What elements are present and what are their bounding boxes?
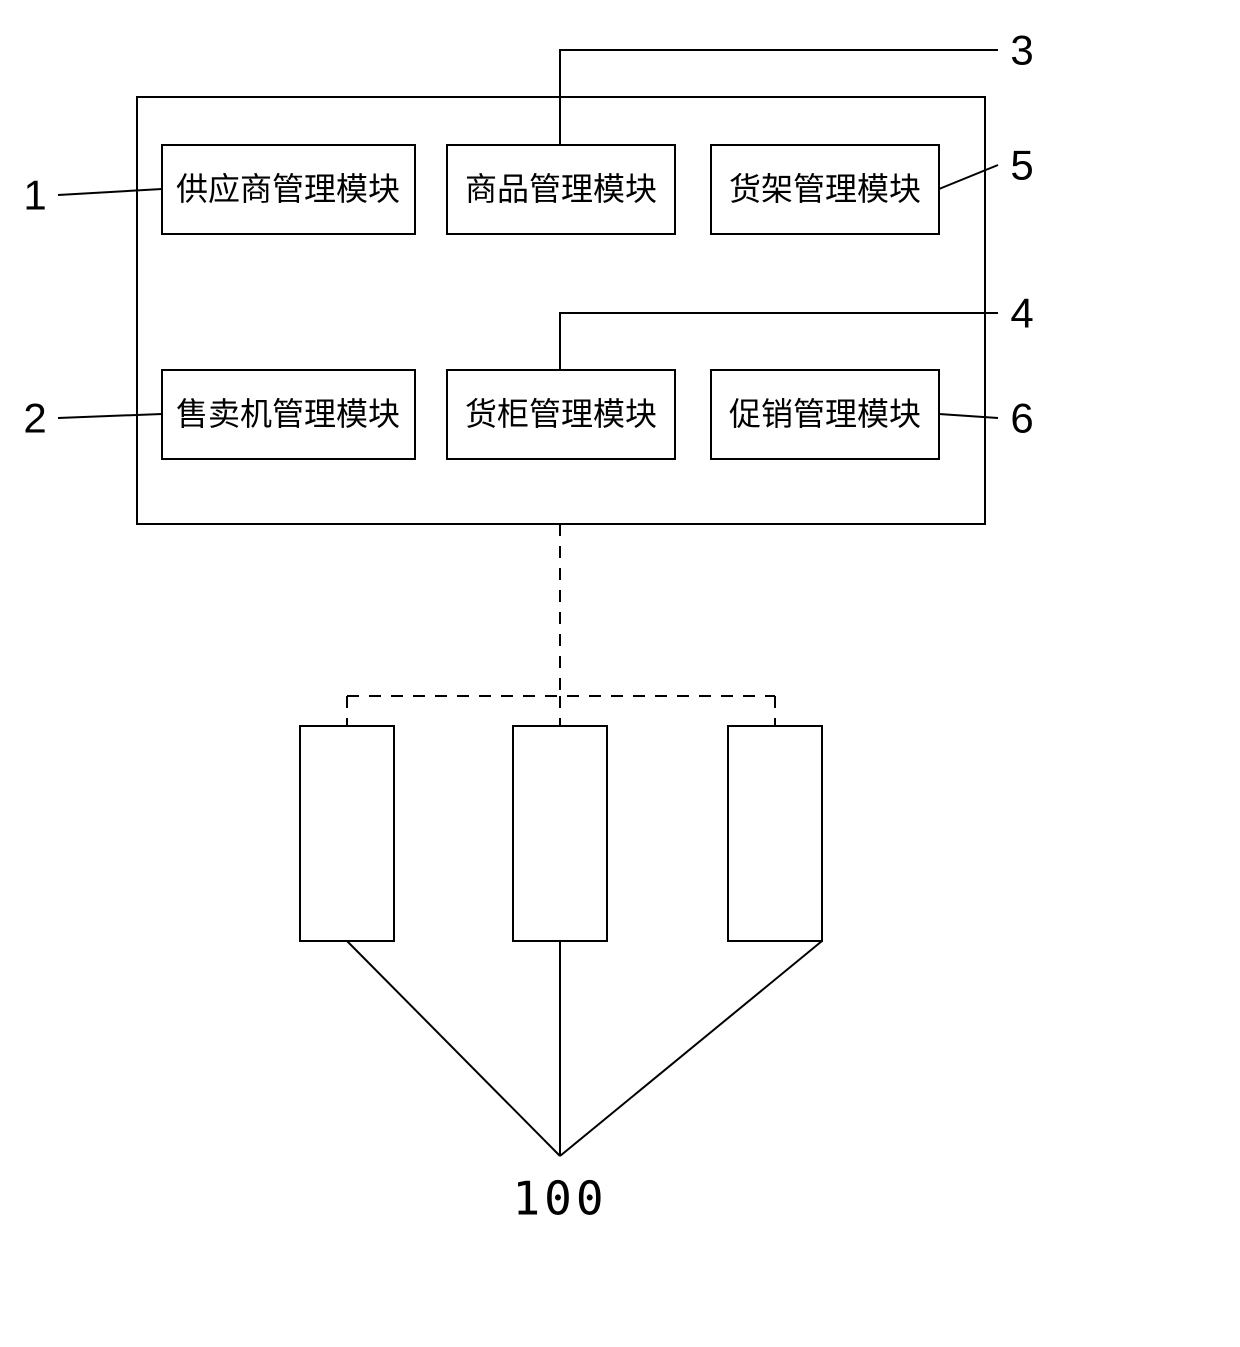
callout-1-label: 1 (23, 172, 46, 219)
module-product-label: 商品管理模块 (465, 171, 657, 207)
module-shelf: 货架管理模块 (711, 145, 939, 234)
callout-1-line (58, 189, 162, 195)
callout-2-line (58, 414, 162, 418)
terminal-box-1 (300, 726, 394, 941)
callout-4-label: 4 (1010, 290, 1033, 337)
terminal-box-2 (513, 726, 607, 941)
module-cabinet-label: 货柜管理模块 (465, 396, 657, 432)
callout-5-line (939, 165, 998, 189)
module-promotion: 促销管理模块 (711, 370, 939, 459)
callout-3-label: 3 (1010, 27, 1033, 74)
module-supplier: 供应商管理模块 (162, 145, 415, 234)
module-shelf-label: 货架管理模块 (729, 171, 921, 207)
terminal-box-3 (728, 726, 822, 941)
module-cabinet: 货柜管理模块 (447, 370, 675, 459)
module-vending-label: 售卖机管理模块 (176, 396, 400, 432)
callout-6-label: 6 (1010, 395, 1033, 442)
module-product: 商品管理模块 (447, 145, 675, 234)
module-promotion-label: 促销管理模块 (729, 396, 921, 432)
bottom-label-100: 100 (512, 1171, 607, 1225)
module-vending: 售卖机管理模块 (162, 370, 415, 459)
converge-line-3 (560, 941, 822, 1156)
callout-4-line (560, 313, 998, 370)
converge-line-1 (347, 941, 560, 1156)
system-diagram: 供应商管理模块 商品管理模块 货架管理模块 售卖机管理模块 货柜管理模块 促销管… (0, 0, 1240, 1347)
callout-5-label: 5 (1010, 142, 1033, 189)
callout-2-label: 2 (23, 395, 46, 442)
callout-6-line (939, 414, 998, 418)
module-supplier-label: 供应商管理模块 (176, 171, 400, 207)
